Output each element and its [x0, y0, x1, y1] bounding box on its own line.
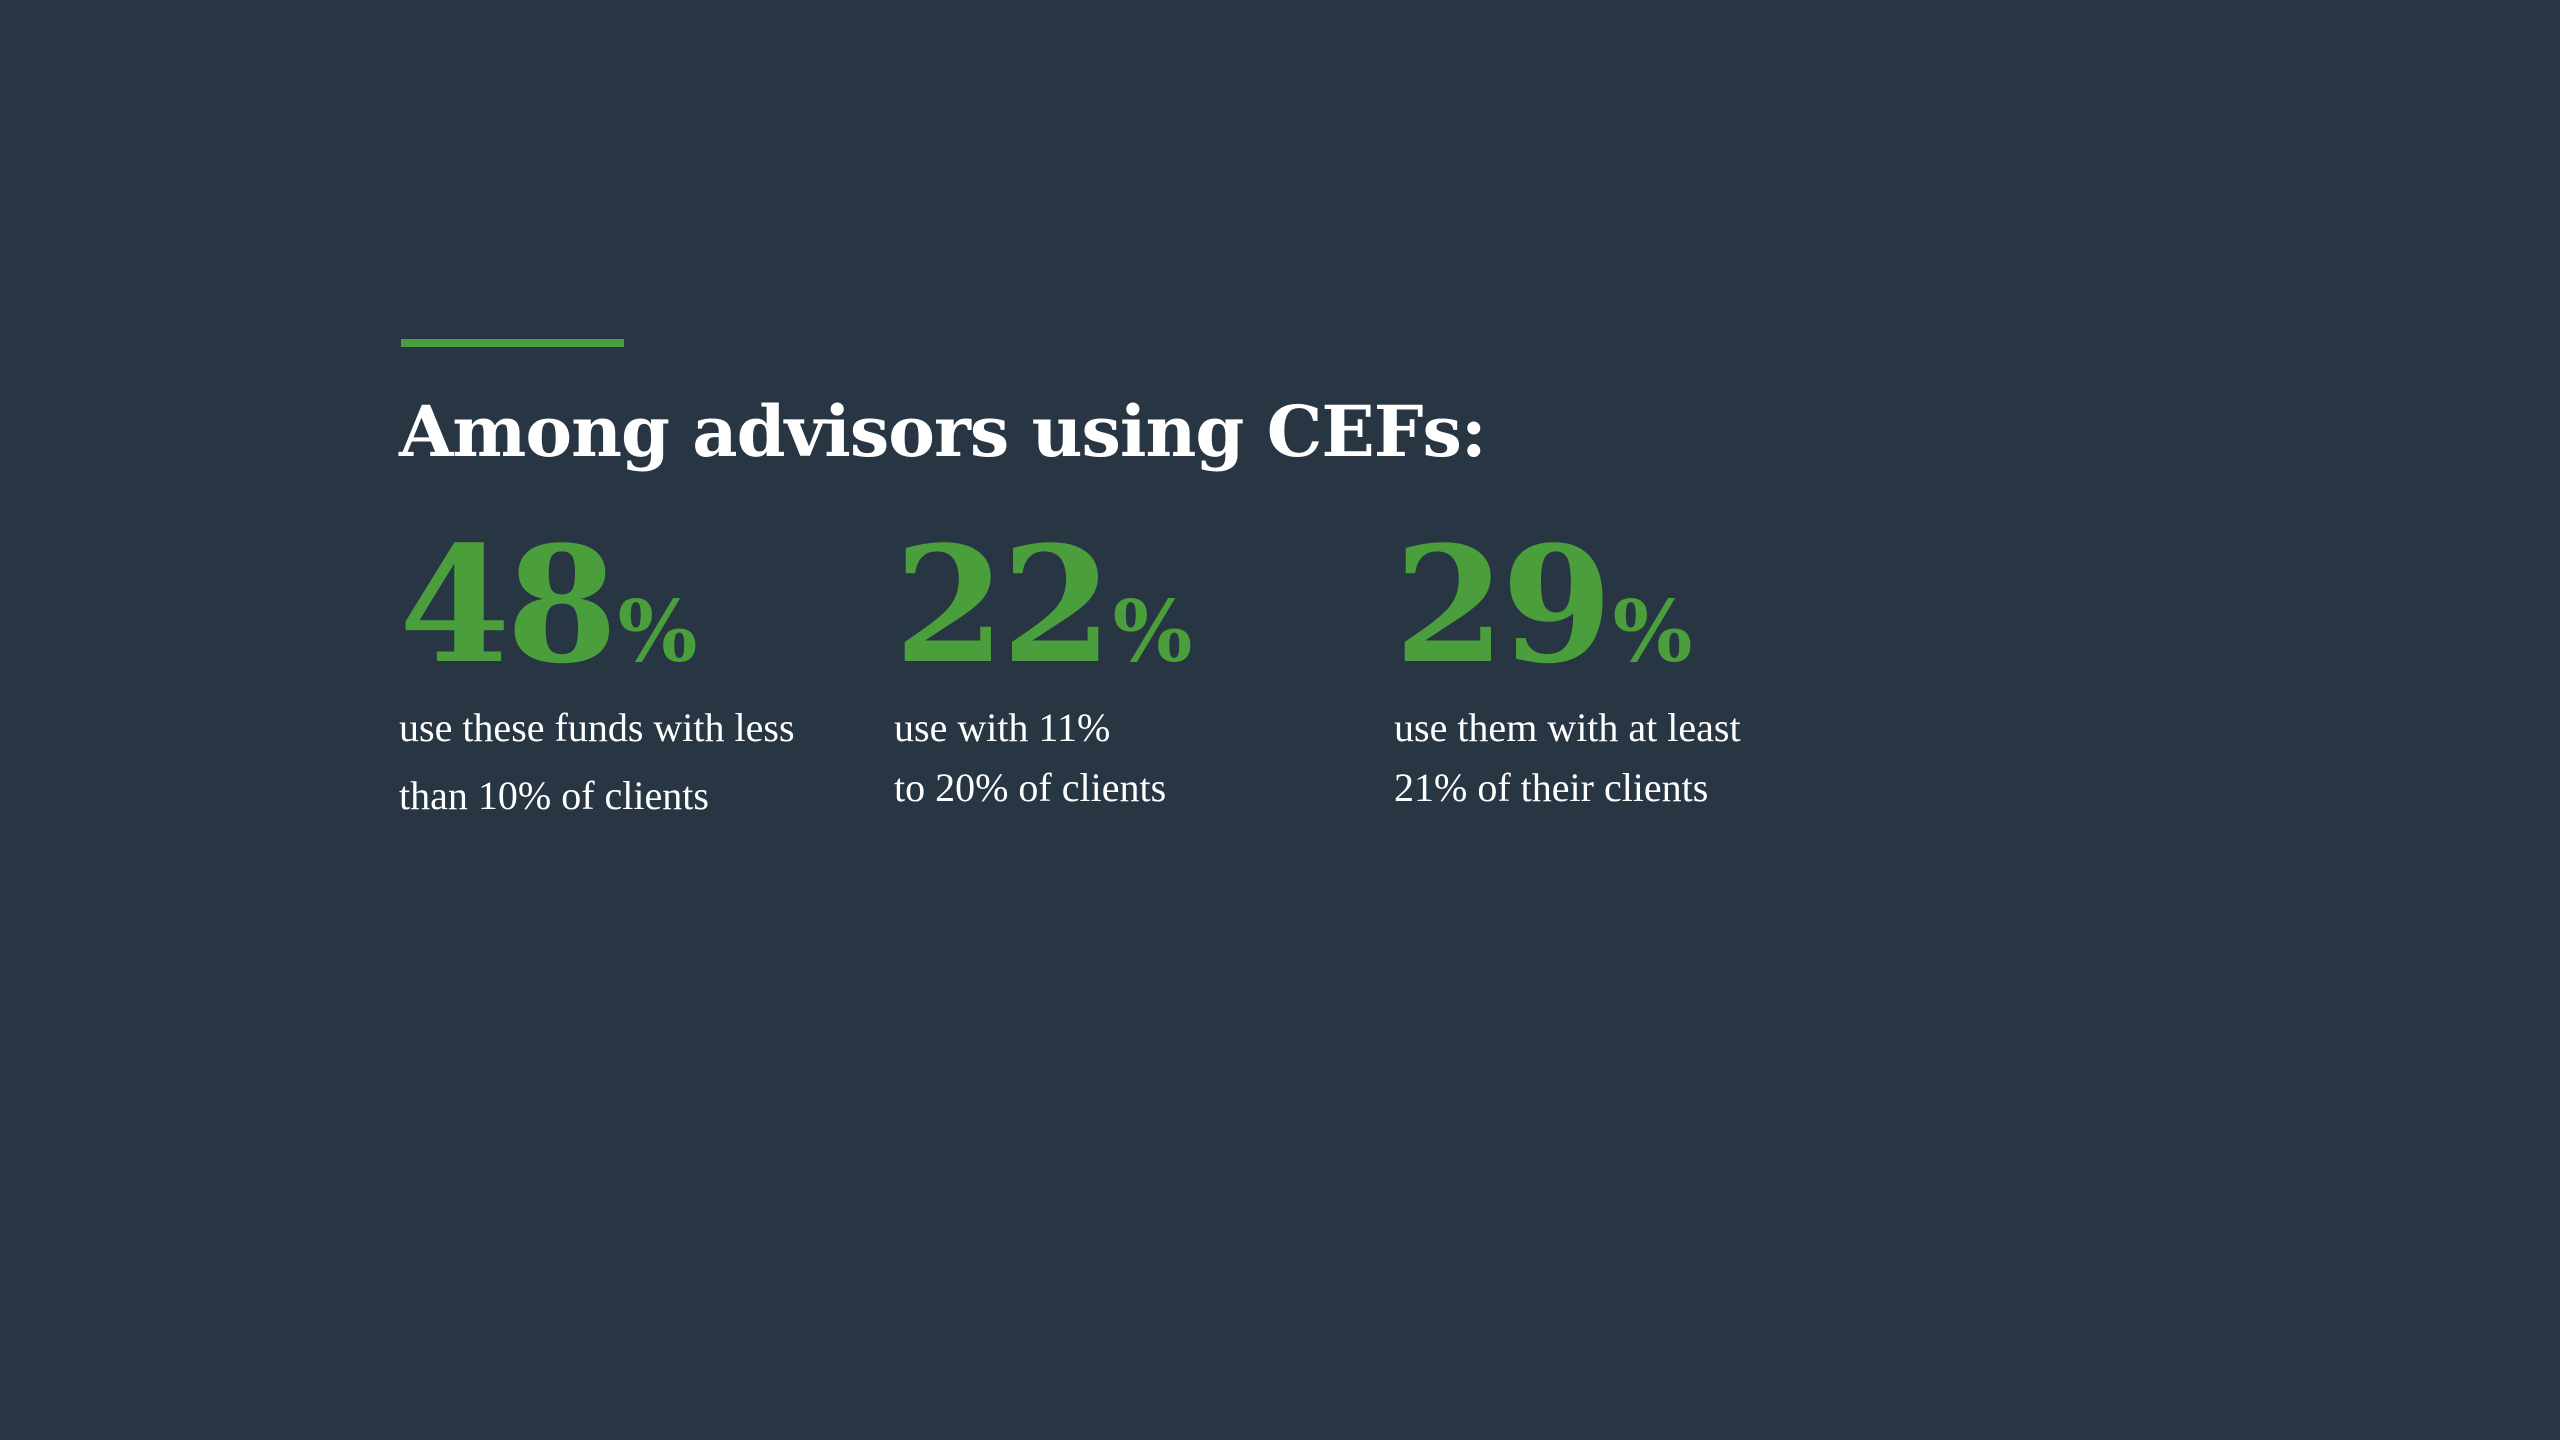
stat-value-row: 29 %	[1394, 520, 1741, 690]
stat-description: use these funds with less than 10% of cl…	[399, 694, 795, 830]
stat-description-line: use with 11%	[894, 705, 1111, 750]
stat-value-row: 22 %	[894, 520, 1192, 690]
stat-description: use with 11% to 20% of clients	[894, 698, 1192, 818]
stat-percent-sign: %	[1612, 582, 1693, 681]
stat-description-line: to 20% of clients	[894, 765, 1167, 810]
stat-description: use them with at least 21% of their clie…	[1394, 698, 1741, 818]
stat-description-line: use them with at least	[1394, 705, 1741, 750]
stat-block-2: 22 % use with 11% to 20% of clients	[894, 520, 1192, 818]
stat-description-line: than 10% of clients	[399, 773, 709, 818]
stat-value-row: 48 %	[399, 520, 795, 690]
stat-description-line: use these funds with less	[399, 705, 795, 750]
stat-percent-sign: %	[617, 582, 698, 681]
stat-number: 48	[399, 511, 618, 699]
stat-block-3: 29 % use them with at least 21% of their…	[1394, 520, 1741, 818]
accent-rule	[401, 339, 624, 347]
stat-number: 22	[894, 511, 1113, 699]
stat-percent-sign: %	[1112, 582, 1193, 681]
stat-number: 29	[1394, 511, 1613, 699]
headline: Among advisors using CEFs:	[399, 390, 1487, 473]
stat-block-1: 48 % use these funds with less than 10% …	[399, 520, 795, 830]
stat-description-line: 21% of their clients	[1394, 765, 1709, 810]
